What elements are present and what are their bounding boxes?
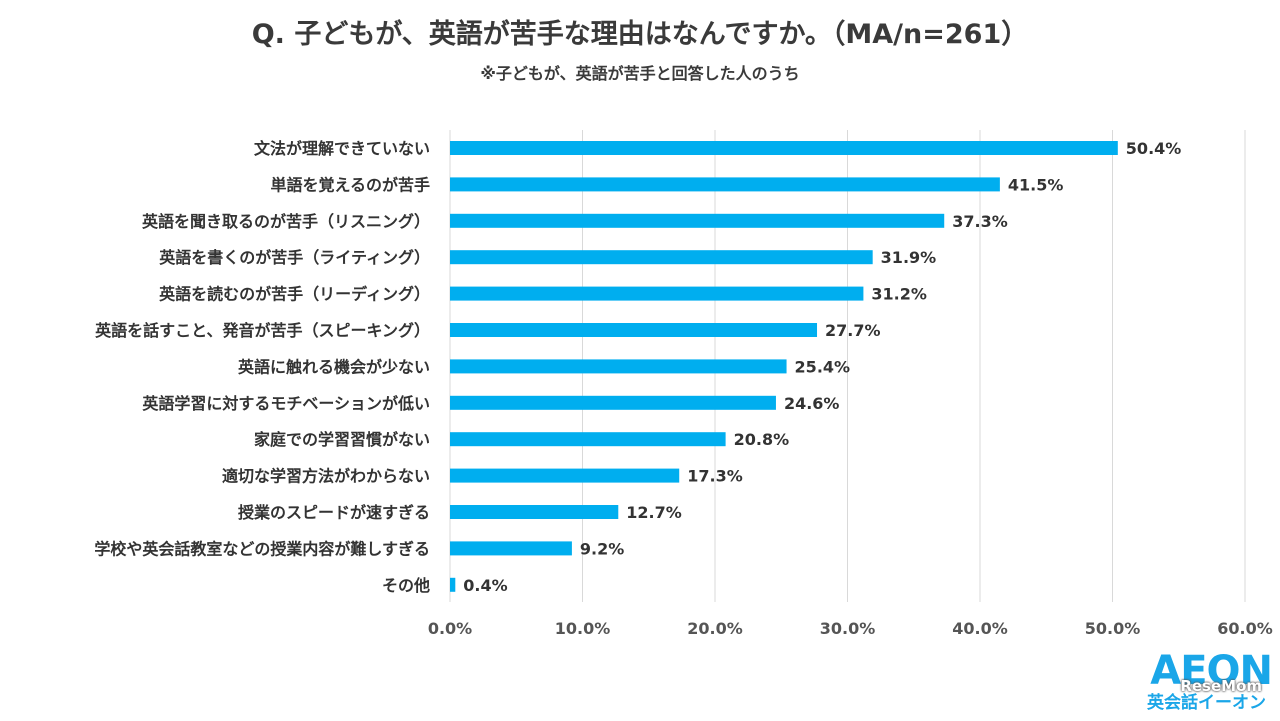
data-label: 31.2% [871,285,927,304]
data-labels: 50.4% 41.5%37.3% 31.9% 31.2% 27.7% 25.4% 24.6%… [463,139,1181,595]
data-label: 27.7% [825,321,881,340]
category-label: 英語を話すこと、発音が苦手（スピーキング） [94,321,430,340]
data-label: 50.4% [1126,139,1182,158]
category-label: 学校や英会話教室などの授業内容が難しすぎる [94,539,430,558]
x-tick-label: 40.0% [952,619,1008,638]
category-label: 英語に触れる機会が少ない [237,357,430,376]
watermark: ReseMom [1180,677,1262,695]
bar [450,468,680,483]
bar [450,141,1118,155]
logo-brand: AEON [1150,648,1273,694]
bar [450,250,873,265]
category-label: 適切な学習方法がわからない [222,467,430,486]
category-label: 英語を聞き取るのが苦手（リスニング） [141,212,430,231]
aeon-logo: AEON 英会話イーオン ReseMom [1112,648,1273,717]
data-label: 20.8% [734,430,790,449]
logo-brand-sub: 英会話イーオン [1147,693,1266,713]
x-tick-label: 30.0% [820,619,876,638]
data-label: 12.7% [626,503,682,522]
category-label: 単語を覚えるのが苦手 [270,175,430,194]
category-label: その他 [382,576,430,595]
bars [450,141,1118,592]
bar [450,359,787,374]
bar [450,395,776,410]
category-label: 英語を読むのが苦手（リーディング） [158,285,430,304]
data-label: 41.5% [1008,175,1064,194]
data-label: 37.3% [952,212,1008,231]
category-label: 家庭での学習習慣がない [254,430,430,449]
x-tick-labels: 0.0% 10.0% 20.0% 30.0% 40.0% 50.0% 60.0% [428,619,1273,638]
bar [450,432,726,447]
category-label: 文法が理解できていない [254,139,430,158]
x-tick-label: 10.0% [555,619,611,638]
data-label: 0.4% [463,576,507,595]
x-tick-label: 20.0% [687,619,743,638]
data-label: 25.4% [795,357,851,376]
data-label: 31.9% [881,248,937,267]
category-label: 英語学習に対するモチベーションが低い [141,394,430,413]
bar [450,286,864,301]
data-label: 17.3% [687,467,743,486]
data-label: 24.6% [784,394,840,413]
x-tick-label: 60.0% [1217,619,1273,638]
bar [450,213,945,228]
x-tick-label: 0.0% [428,619,472,638]
bar [450,541,572,556]
bar [450,177,1000,192]
bar [450,323,818,337]
chart-title: Q. 子どもが、英語が苦手な理由はなんですか。（MA/n=261） [251,19,1029,50]
data-label: 9.2% [580,539,624,558]
bar [450,577,456,592]
x-tick-label: 50.0% [1085,619,1141,638]
bar [450,505,619,519]
chart-subtitle: ※子どもが、英語が苦手と回答した人のうち [480,64,800,83]
category-label: 授業のスピードが速すぎる [238,503,430,522]
category-label: 英語を書くのが苦手（ライティング） [158,248,430,267]
